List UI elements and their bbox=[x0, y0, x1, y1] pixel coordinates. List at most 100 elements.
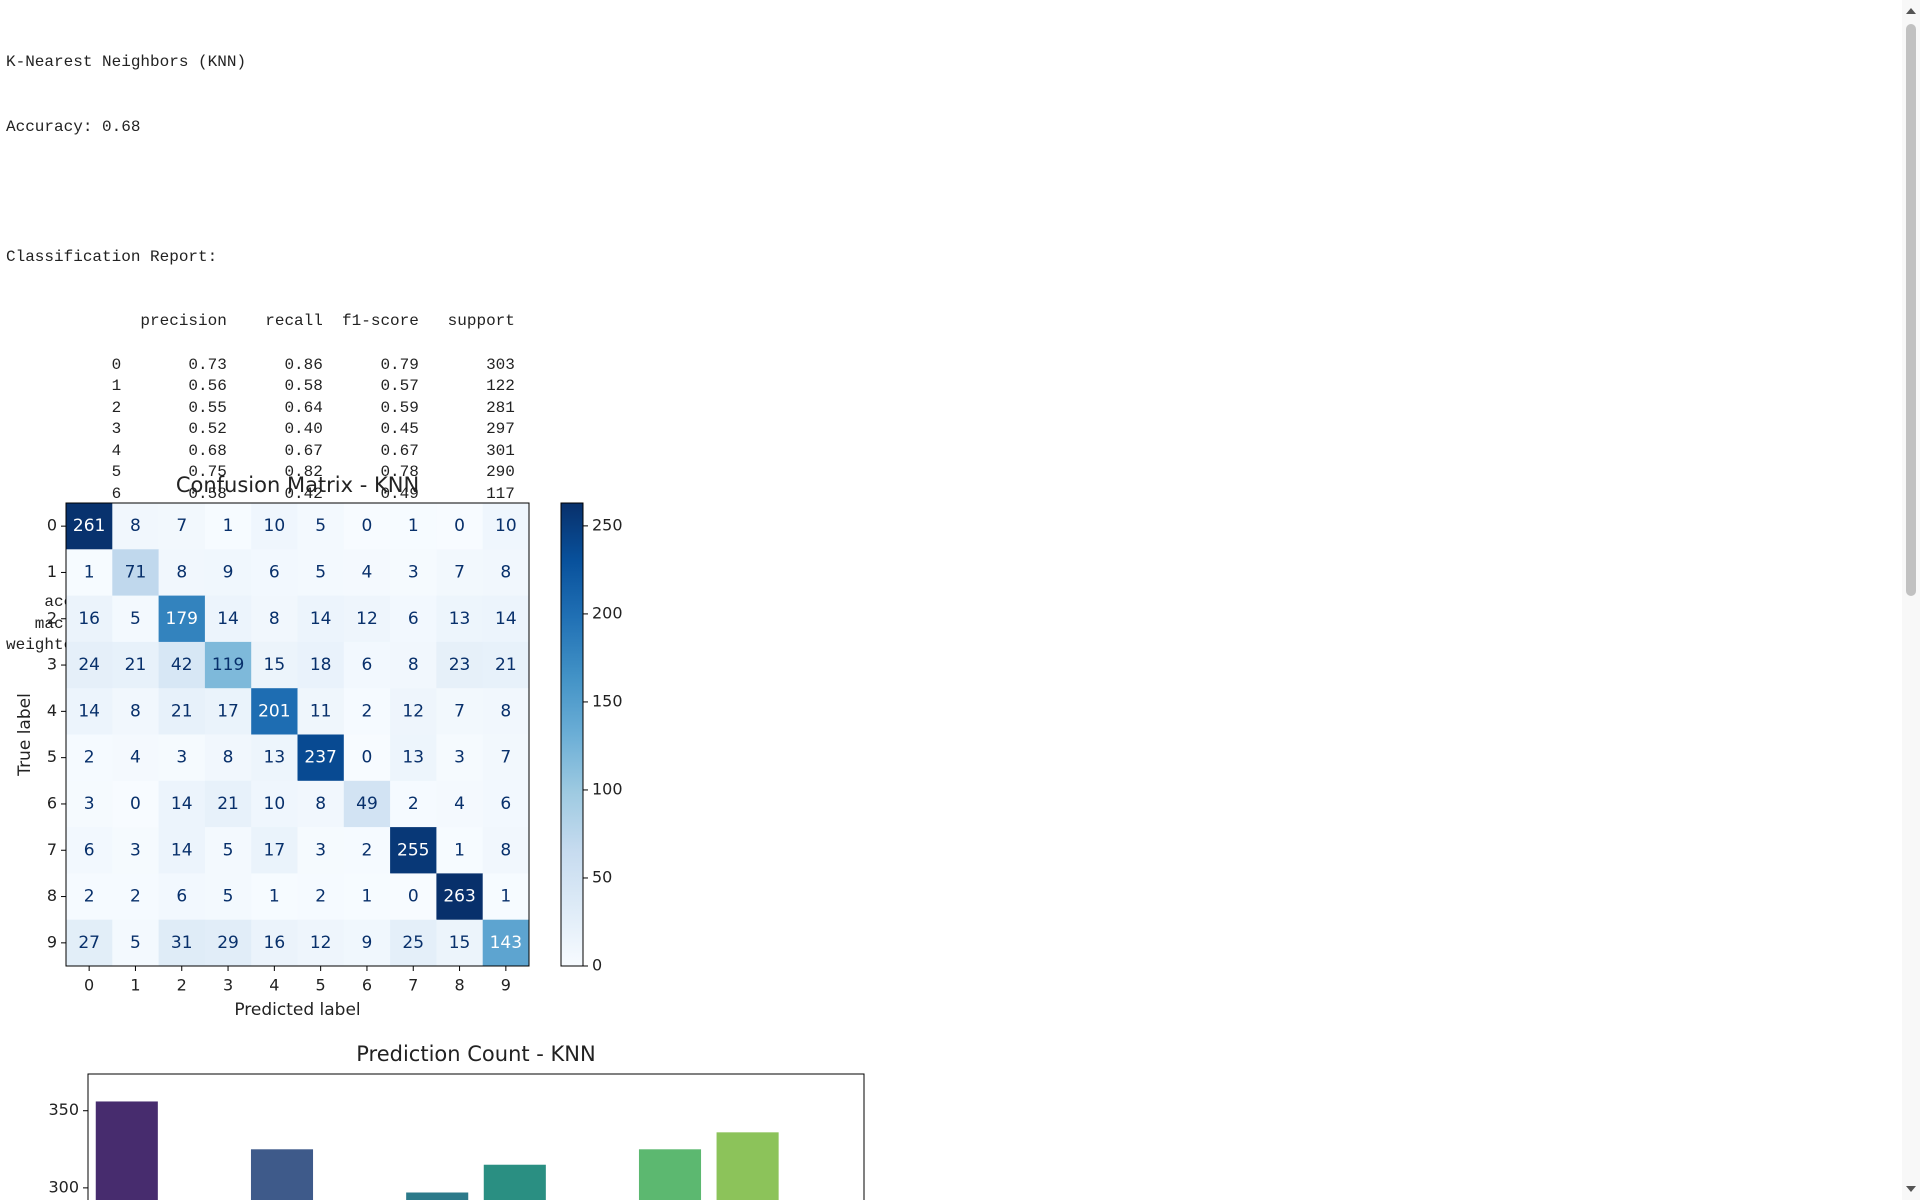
scroll-up[interactable] bbox=[1906, 8, 1916, 14]
report-cell: precision bbox=[140, 312, 227, 331]
chart-title: Confusion Matrix - KNN bbox=[176, 473, 419, 497]
colorbar-tick-label: 0 bbox=[592, 956, 602, 975]
report-cell: 0.42 bbox=[284, 485, 323, 504]
report-row: 5 0.75 0.82 0.78 290 bbox=[6, 462, 515, 484]
report-cell: 0.40 bbox=[284, 420, 323, 439]
y-tick-label: 350 bbox=[48, 1100, 79, 1119]
heatmap-cell bbox=[343, 780, 391, 828]
colorbar-tick-label: 100 bbox=[592, 779, 623, 798]
chart-title: Prediction Count - KNN bbox=[356, 1042, 595, 1066]
heatmap-cell bbox=[390, 734, 437, 782]
report-row: 0 0.73 0.86 0.79 303 bbox=[6, 355, 515, 377]
heatmap-cell bbox=[66, 549, 113, 597]
cell-label: 255 bbox=[397, 840, 429, 860]
heatmap-cell bbox=[343, 827, 391, 874]
x-tick-label: 8 bbox=[454, 976, 464, 995]
report-cell: 0.86 bbox=[284, 355, 323, 374]
x-tick-label: 6 bbox=[362, 976, 372, 995]
report-heading: Classification Report: bbox=[6, 247, 218, 266]
cell-label: 21 bbox=[125, 655, 147, 675]
heatmap-cell bbox=[251, 919, 298, 967]
heatmap-cell bbox=[343, 641, 391, 689]
heatmap-cell bbox=[158, 734, 206, 782]
cell-label: 263 bbox=[443, 887, 475, 907]
heatmap-cell bbox=[297, 827, 345, 874]
heatmap-cell bbox=[297, 919, 345, 967]
cell-label: 9 bbox=[362, 933, 373, 953]
heatmap-cell bbox=[251, 549, 298, 597]
scrollbar-thumb[interactable] bbox=[1906, 24, 1916, 596]
heatmap-cell bbox=[204, 919, 252, 967]
report-cell: 0.45 bbox=[380, 420, 419, 439]
cell-label: 5 bbox=[130, 933, 141, 953]
heatmap-cell bbox=[66, 688, 113, 735]
heatmap-cell bbox=[436, 873, 484, 921]
heatmap-cell bbox=[66, 595, 113, 643]
cell-label: 3 bbox=[315, 840, 326, 860]
cell-label: 17 bbox=[217, 701, 239, 721]
cell-label: 0 bbox=[130, 794, 141, 814]
cell-label: 42 bbox=[171, 655, 193, 675]
report-cell: 1 bbox=[111, 377, 122, 396]
heatmap-cell bbox=[482, 688, 530, 735]
heatmap-cell bbox=[436, 641, 484, 689]
report-cell: 290 bbox=[486, 463, 515, 482]
heatmap-cell bbox=[158, 919, 206, 967]
heatmap-cell bbox=[204, 873, 252, 921]
x-tick-label: 9 bbox=[501, 976, 511, 995]
heatmap-cell bbox=[482, 549, 530, 597]
colorbar-tick-label: 50 bbox=[592, 867, 612, 886]
cell-label: 15 bbox=[449, 933, 471, 953]
report-cell: 4 bbox=[111, 441, 122, 460]
y-tick-label: 6 bbox=[47, 793, 57, 812]
heatmap-cell bbox=[390, 919, 437, 967]
report-cell: 281 bbox=[486, 398, 515, 417]
plot-frame bbox=[87, 1073, 865, 1200]
heatmap-cell bbox=[482, 780, 530, 828]
cell-label: 1 bbox=[454, 840, 465, 860]
scroll-down[interactable] bbox=[1906, 1186, 1916, 1192]
heatmap-cell bbox=[112, 641, 160, 689]
heatmap-cell bbox=[66, 827, 113, 874]
cell-label: 8 bbox=[500, 562, 511, 582]
heatmap-cell bbox=[158, 595, 206, 643]
heatmap-cell bbox=[436, 503, 484, 550]
y-tick-label: 9 bbox=[47, 932, 57, 951]
cell-label: 15 bbox=[264, 655, 286, 675]
heatmap-cell bbox=[112, 827, 160, 874]
heatmap-cell bbox=[66, 503, 113, 550]
heatmap-cell bbox=[482, 503, 530, 550]
report-cell: 0.57 bbox=[380, 377, 419, 396]
heatmap-cell bbox=[482, 641, 530, 689]
cell-label: 179 bbox=[166, 609, 198, 629]
report-cell: 6 bbox=[111, 485, 122, 504]
report-cell: 301 bbox=[486, 441, 515, 460]
cell-label: 261 bbox=[73, 516, 105, 536]
scrollbar[interactable] bbox=[1902, 0, 1920, 1200]
cell-label: 6 bbox=[84, 840, 95, 860]
heatmap-cell bbox=[112, 503, 160, 550]
heatmap-cell bbox=[297, 641, 345, 689]
heatmap-cell bbox=[204, 827, 252, 874]
cell-label: 5 bbox=[223, 887, 234, 907]
report-cell: 0.59 bbox=[380, 398, 419, 417]
heatmap-cell bbox=[158, 827, 206, 874]
heatmap-cell bbox=[297, 595, 345, 643]
heatmap-cell bbox=[66, 641, 113, 689]
heatmap-cell bbox=[66, 734, 113, 782]
cell-label: 1 bbox=[500, 887, 511, 907]
bar bbox=[716, 1132, 779, 1200]
cell-label: 2 bbox=[84, 887, 95, 907]
bar bbox=[638, 1149, 702, 1200]
cell-label: 0 bbox=[362, 748, 373, 768]
report-cell: recall bbox=[265, 312, 323, 331]
report-header: precision recall f1-score support bbox=[6, 311, 514, 333]
heatmap-cell bbox=[390, 549, 437, 597]
cell-label: 11 bbox=[310, 701, 332, 721]
heatmap-cell bbox=[158, 503, 206, 550]
heatmap-cell bbox=[204, 734, 252, 782]
heatmap-cell bbox=[112, 549, 160, 597]
y-tick-label: 3 bbox=[47, 655, 57, 674]
cell-label: 4 bbox=[130, 748, 141, 768]
heatmap-cell bbox=[251, 780, 298, 828]
